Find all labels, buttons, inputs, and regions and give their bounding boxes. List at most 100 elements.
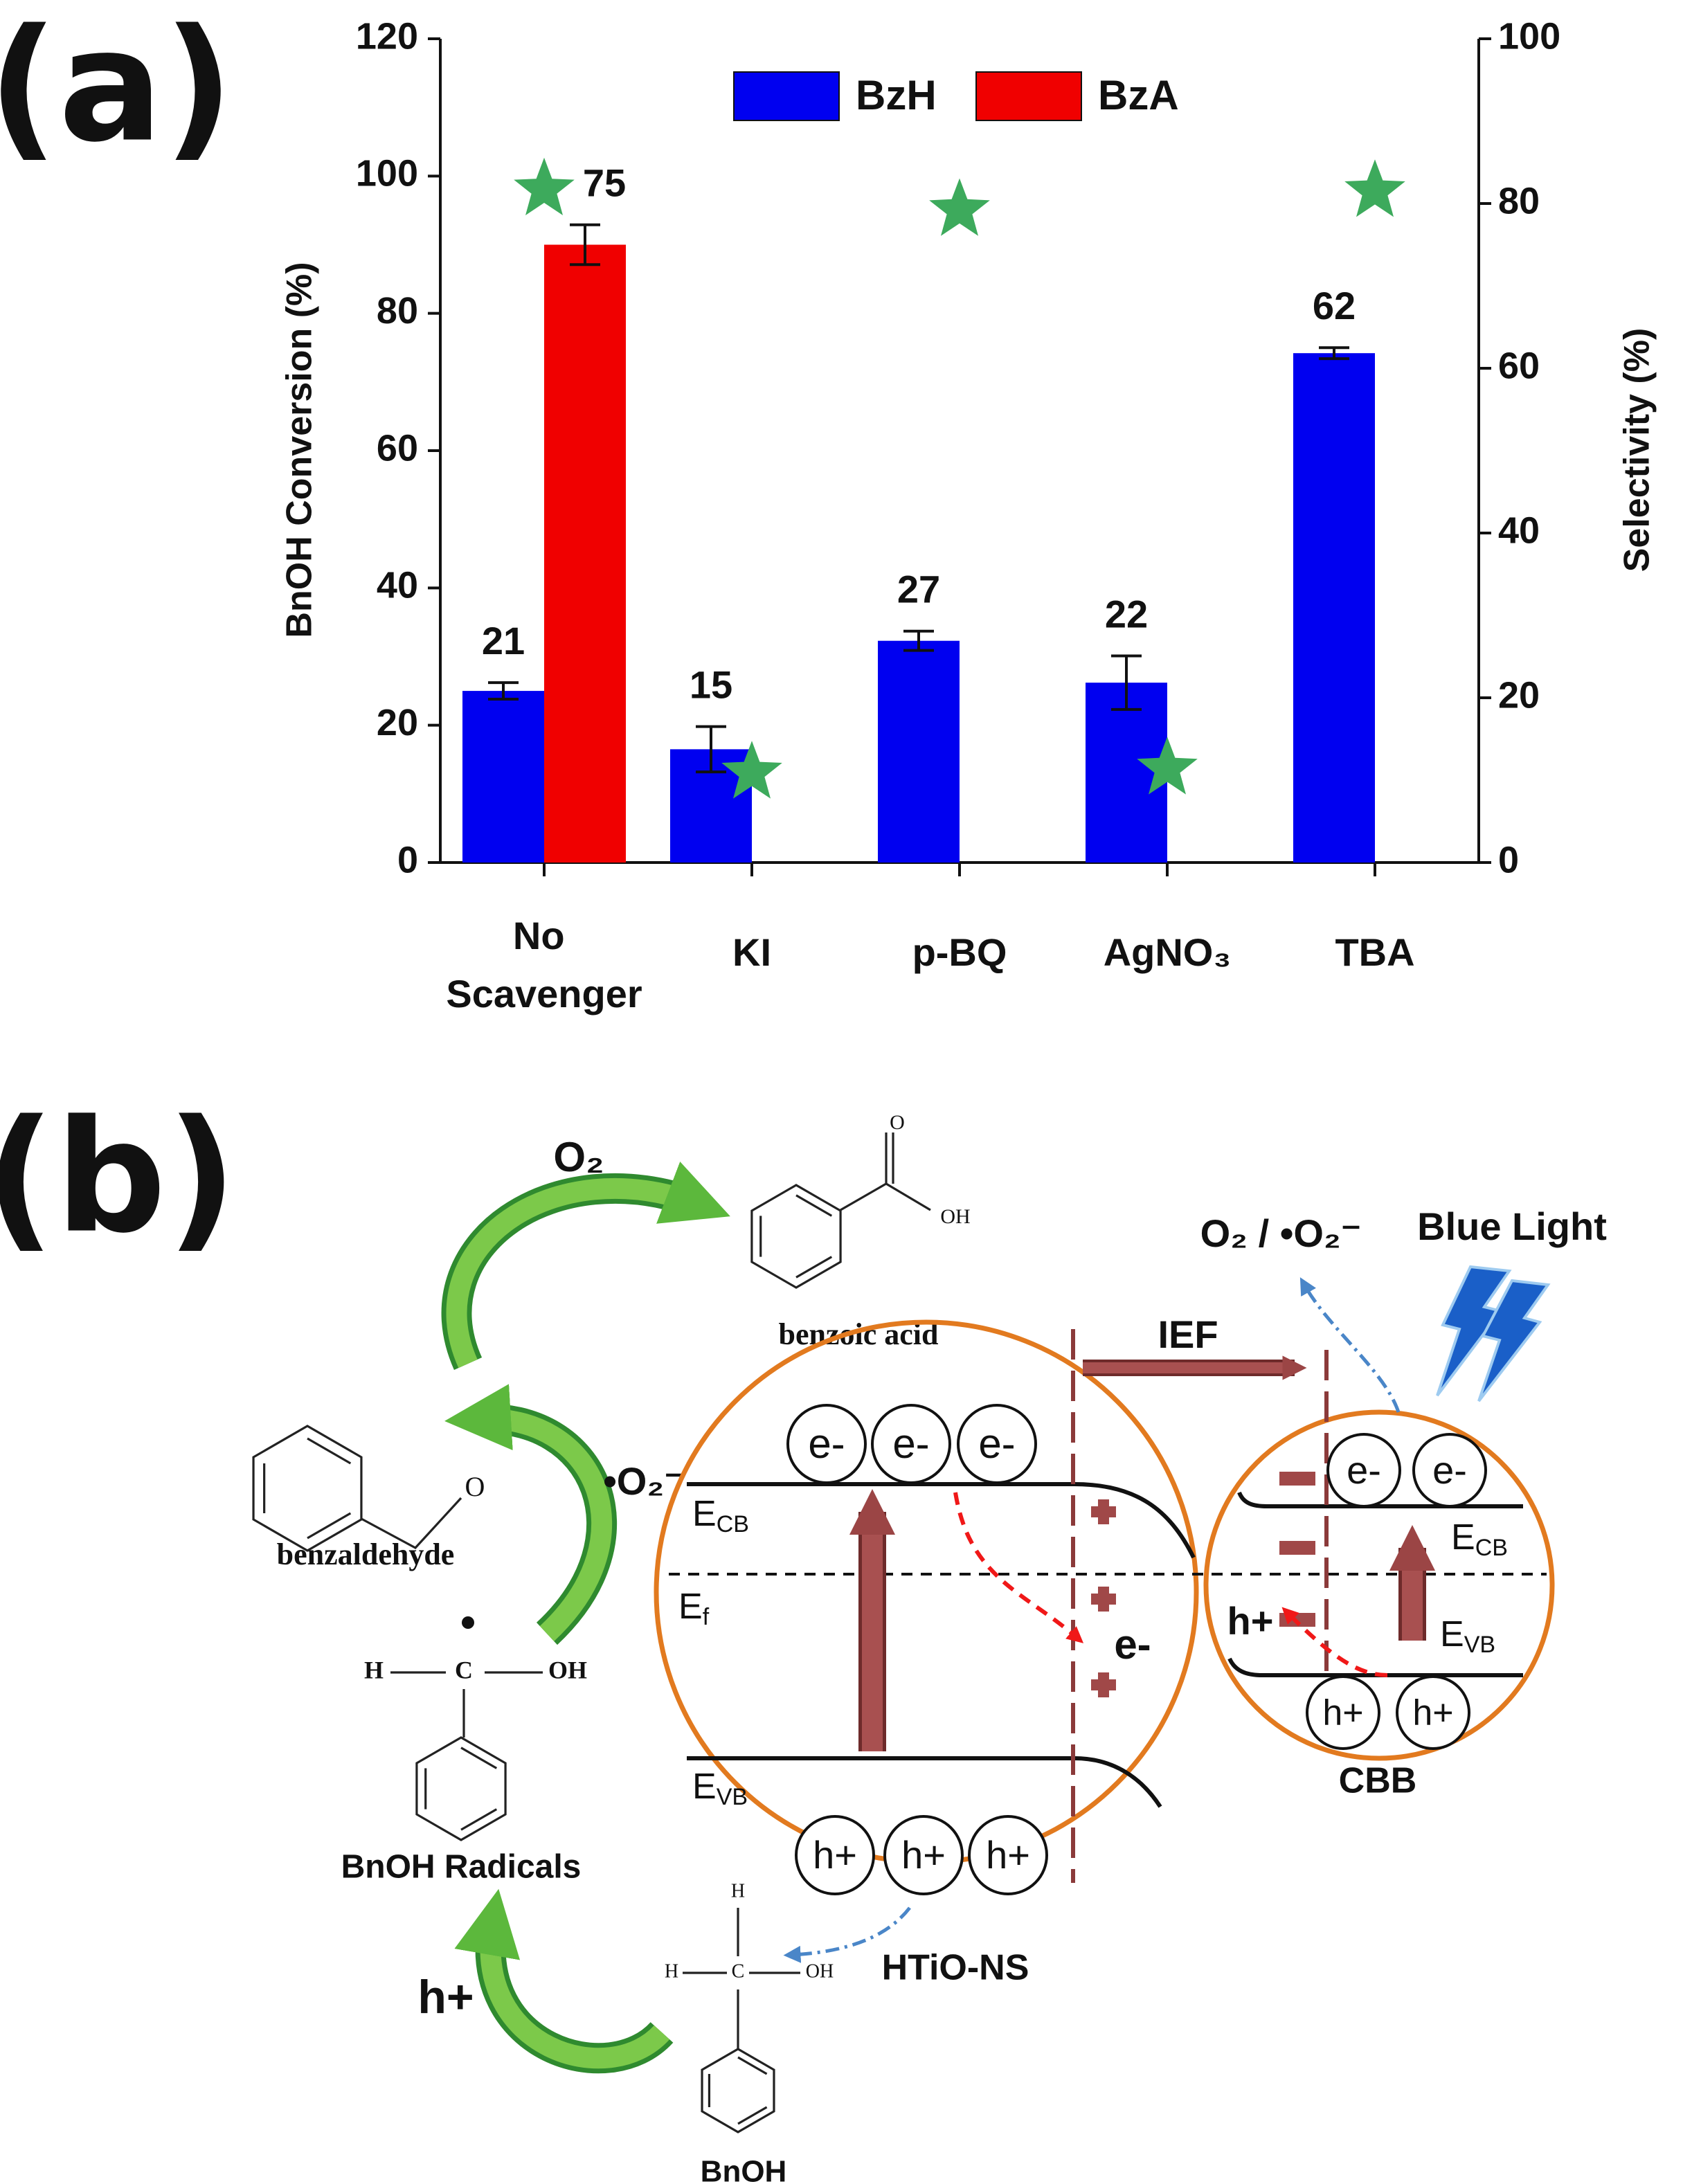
legend-swatch [975, 71, 1082, 121]
bonds [361, 1132, 931, 2049]
y2-axis-title: Selectivity (%) [1617, 328, 1657, 572]
x-tick-label: AgNO₃ [1104, 930, 1232, 974]
oxygen-path [1299, 1277, 1401, 1413]
error-bar [1319, 346, 1349, 361]
y-tick-label: 60 [377, 427, 418, 469]
x-tick-label: KI [732, 930, 771, 974]
htio-circle [654, 1319, 1199, 1865]
data-label: 75 [583, 161, 626, 205]
label: CBB [1339, 1761, 1417, 1801]
y2-tick-label: 40 [1498, 509, 1540, 551]
carrier: e- [1432, 1448, 1467, 1492]
carrier: e- [892, 1420, 929, 1467]
star-marker [929, 178, 990, 236]
level-label: Ef [678, 1587, 710, 1630]
label: O₂ [553, 1134, 604, 1180]
double-bond [795, 1194, 833, 1217]
level-label: EVB [1440, 1614, 1495, 1658]
atom: H [731, 1880, 745, 1902]
atom: OH [548, 1656, 587, 1684]
y-tick-label: 0 [397, 839, 418, 881]
atom: O [890, 1111, 905, 1134]
bar [1086, 683, 1167, 863]
band [1227, 1657, 1523, 1677]
benzene-ring [750, 1184, 842, 1289]
band [687, 1482, 1196, 1559]
y-tick-label: 100 [356, 153, 418, 195]
legend-label: BzA [1098, 72, 1179, 118]
label: e- [1114, 1621, 1151, 1668]
carrier: e- [978, 1420, 1015, 1467]
atom: C [455, 1656, 473, 1684]
y2-tick-label: 100 [1498, 15, 1560, 57]
bar [878, 640, 960, 863]
y2-tick-label: 0 [1498, 839, 1519, 881]
diagram-b: (b) O₂ •O₂⁻ h+ O OH benzoic acid O benza… [0, 1087, 1607, 2184]
data-label: 62 [1313, 284, 1356, 327]
label: HTiO-NS [882, 1948, 1029, 1988]
benzene-ring [701, 2048, 775, 2133]
molecule-name: benzaldehyde [277, 1537, 455, 1571]
double-bond [460, 1747, 498, 1769]
label: h+ [417, 1971, 474, 2023]
y-tick-label: 120 [356, 15, 418, 57]
atom: O [465, 1471, 485, 1502]
double-bond [737, 2106, 768, 2125]
carrier: h+ [901, 1833, 946, 1877]
bar [1293, 353, 1375, 863]
y-tick-label: 40 [377, 565, 418, 606]
star-marker [1344, 159, 1405, 217]
error-bar [1111, 654, 1142, 711]
error-bar [488, 681, 519, 701]
double-bond [460, 1808, 498, 1831]
data-label: 15 [690, 662, 732, 706]
bnoh-path [783, 1906, 911, 1963]
atom: C [732, 1960, 745, 1982]
arrow [446, 1162, 730, 1369]
carrier: h+ [1412, 1693, 1453, 1733]
atom: OH [940, 1205, 970, 1228]
star-marker [721, 741, 782, 799]
data-label: 21 [482, 619, 525, 662]
radical-dot [462, 1616, 474, 1629]
band [687, 1756, 1162, 1808]
error-bar [903, 629, 934, 652]
panel-label: (b) [0, 1087, 237, 1267]
y-tick-label: 20 [377, 702, 418, 743]
benzene-ring [415, 1736, 507, 1841]
error-bar [570, 223, 600, 267]
double-bond [795, 1256, 833, 1279]
level-label: ECB [1451, 1517, 1508, 1561]
level-label: EVB [692, 1767, 748, 1810]
double-bond [307, 1437, 352, 1465]
light-bolt [1477, 1279, 1551, 1402]
x-tick-label: No Scavenger [446, 914, 642, 1016]
data-label: 27 [897, 568, 940, 611]
y-tick-label: 80 [377, 290, 418, 332]
level-label: ECB [692, 1494, 749, 1537]
label: Blue Light [1417, 1204, 1607, 1248]
label: •O₂⁻ [603, 1459, 685, 1503]
x-tick-label: p-BQ [912, 930, 1007, 974]
arrow [454, 1888, 670, 2069]
bar [544, 244, 626, 863]
panel-label: (a) [0, 0, 234, 177]
hole-transfer [1281, 1607, 1388, 1677]
carrier: h+ [1322, 1693, 1363, 1733]
atom: OH [806, 1960, 834, 1982]
arrow [475, 1919, 674, 2074]
y2-tick-label: 80 [1498, 180, 1540, 222]
chart-a: (a) BnOH Conversion (%) Selectivity (%) … [0, 0, 1657, 1016]
cbb-circle [1203, 1409, 1555, 1761]
data-label: 22 [1105, 592, 1148, 635]
legend-swatch [733, 71, 840, 121]
atom: H [665, 1960, 678, 1982]
label: h+ [1227, 1599, 1274, 1643]
y2-tick-label: 60 [1498, 345, 1540, 386]
carrier: e- [1347, 1448, 1381, 1492]
molecule-name: BnOH Radicals [341, 1849, 582, 1886]
star-marker [514, 157, 575, 215]
double-bond [737, 2056, 768, 2075]
band [1237, 1491, 1523, 1508]
